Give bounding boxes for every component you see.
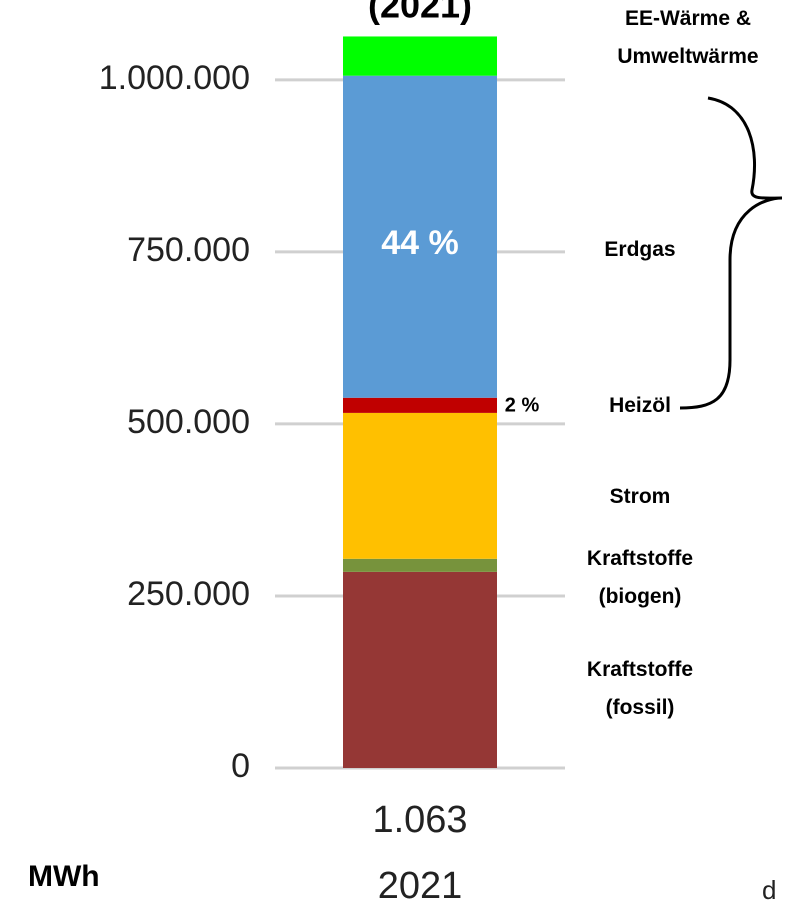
total-label: 1.063 bbox=[372, 799, 467, 841]
series-label: Heizöl bbox=[609, 394, 671, 417]
bar-segment bbox=[343, 412, 497, 559]
y-tick-label: 500.000 bbox=[127, 403, 250, 441]
series-label: EE-Wärme & Umweltwärme bbox=[617, 7, 759, 68]
y-tick-label: 1.000.000 bbox=[99, 59, 250, 97]
y-tick-label: 750.000 bbox=[127, 231, 250, 269]
bar-segment bbox=[343, 397, 497, 413]
y-tick-label: 0 bbox=[231, 747, 250, 785]
brace bbox=[679, 96, 783, 410]
y-tick-label: 250.000 bbox=[127, 575, 250, 613]
series-label: Strom bbox=[609, 485, 671, 508]
series-label: Erdgas bbox=[604, 238, 676, 261]
annotation: 44 % bbox=[381, 224, 459, 262]
bar-segment bbox=[343, 558, 497, 572]
y-axis-label: MWh bbox=[28, 860, 100, 893]
series-label: Kraftstoffe (biogen) bbox=[586, 547, 694, 608]
bar-segment bbox=[343, 75, 497, 398]
footer-fragment: d bbox=[762, 875, 776, 905]
annotation: 2 % bbox=[505, 395, 540, 417]
bar-segment bbox=[343, 36, 497, 76]
series-label: Kraftstoffe (fossil) bbox=[586, 658, 694, 719]
chart-title: (2021) bbox=[368, 0, 472, 26]
x-tick-label: 2021 bbox=[378, 865, 463, 907]
bar-segment bbox=[343, 571, 497, 768]
